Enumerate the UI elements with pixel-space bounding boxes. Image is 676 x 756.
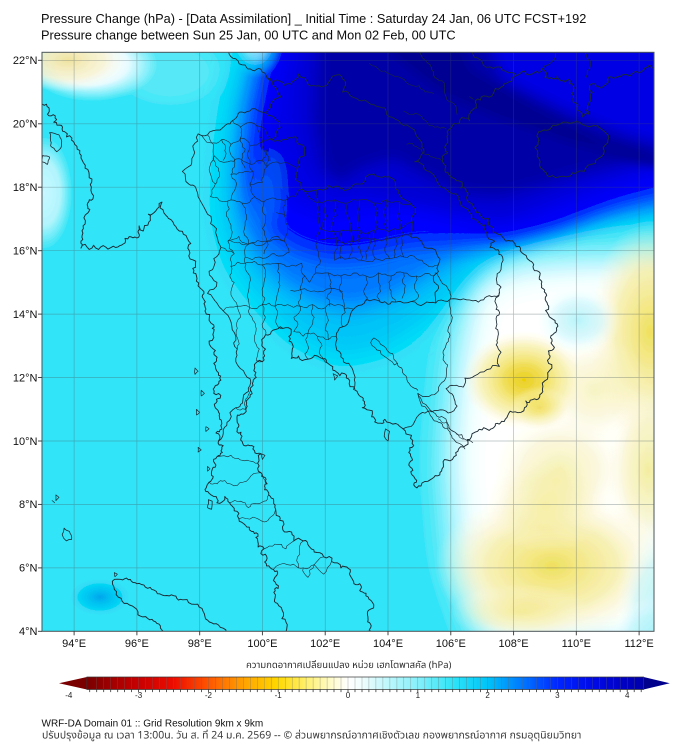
svg-text:20°N: 20°N xyxy=(13,119,38,131)
svg-text:94°E: 94°E xyxy=(62,638,86,650)
svg-text:108°E: 108°E xyxy=(499,638,529,650)
svg-text:-2: -2 xyxy=(205,691,213,700)
svg-text:-3: -3 xyxy=(135,691,143,700)
svg-text:10°N: 10°N xyxy=(13,436,38,448)
svg-text:0: 0 xyxy=(346,691,351,700)
svg-text:1: 1 xyxy=(416,691,421,700)
svg-text:-1: -1 xyxy=(275,691,283,700)
svg-text:Pressure Change (hPa) - [Data: Pressure Change (hPa) - [Data Assimilati… xyxy=(41,11,586,26)
svg-text:8°N: 8°N xyxy=(19,499,38,511)
svg-text:-4: -4 xyxy=(65,691,73,700)
svg-text:104°E: 104°E xyxy=(373,638,403,650)
svg-text:4°N: 4°N xyxy=(19,626,38,638)
svg-text:102°E: 102°E xyxy=(310,638,340,650)
svg-text:16°N: 16°N xyxy=(13,246,38,258)
svg-text:12°N: 12°N xyxy=(13,372,38,384)
svg-text:WRF-DA Domain 01 :: Grid Resol: WRF-DA Domain 01 :: Grid Resolution 9km … xyxy=(42,719,264,730)
svg-text:4: 4 xyxy=(625,691,630,700)
svg-text:100°E: 100°E xyxy=(247,638,277,650)
svg-text:112°E: 112°E xyxy=(624,638,653,650)
svg-text:14°N: 14°N xyxy=(13,309,38,321)
svg-text:Pressure change between Sun 25: Pressure change between Sun 25 Jan, 00 U… xyxy=(41,28,456,43)
svg-text:106°E: 106°E xyxy=(436,638,466,650)
svg-text:22°N: 22°N xyxy=(13,55,38,67)
svg-text:18°N: 18°N xyxy=(13,182,38,194)
svg-text:96°E: 96°E xyxy=(125,638,149,650)
svg-text:6°N: 6°N xyxy=(19,563,38,575)
svg-text:2: 2 xyxy=(485,691,490,700)
svg-text:98°E: 98°E xyxy=(188,638,212,650)
svg-text:3: 3 xyxy=(555,691,560,700)
svg-text:110°E: 110°E xyxy=(562,638,591,650)
